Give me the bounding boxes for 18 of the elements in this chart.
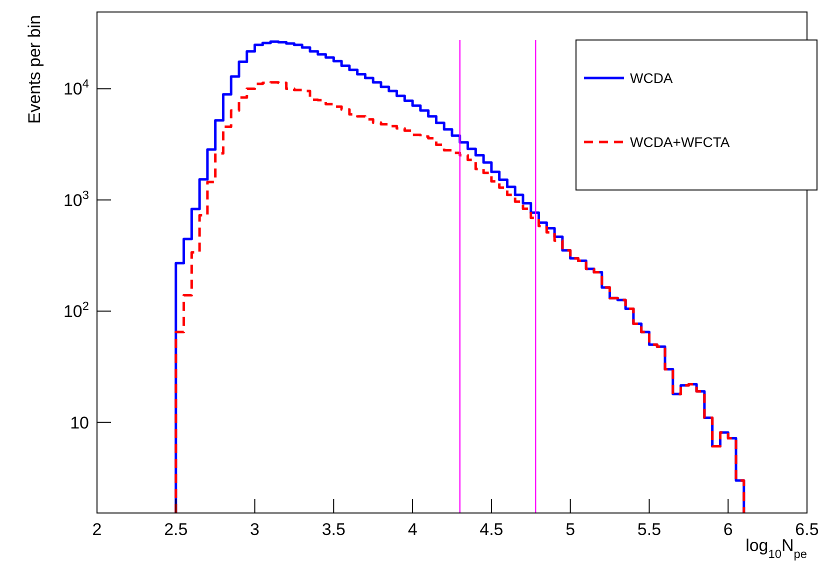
y-tick-label: 10 bbox=[70, 413, 89, 432]
x-tick-label: 3.5 bbox=[322, 520, 346, 539]
x-tick-label: 5.5 bbox=[637, 520, 662, 539]
x-tick-label: 4 bbox=[408, 520, 418, 539]
x-tick-label: 6 bbox=[723, 520, 733, 539]
legend-label: WCDA+WFCTA bbox=[630, 134, 730, 150]
legend-label: WCDA bbox=[630, 70, 674, 86]
x-axis-title: log$_{10}$N$_{pe}$ bbox=[746, 536, 808, 561]
x-tick-label: 3 bbox=[250, 520, 260, 539]
x-tick-label: 4.5 bbox=[480, 520, 504, 539]
x-tick-label: 2.5 bbox=[164, 520, 188, 539]
x-tick-label: 2 bbox=[92, 520, 102, 539]
y-axis-title: Events per bin bbox=[25, 15, 44, 124]
y-tick-label: 10$^{2}$ bbox=[63, 299, 90, 322]
x-tick-label: 5 bbox=[566, 520, 576, 539]
y-tick-label: 10$^{3}$ bbox=[63, 188, 90, 210]
x-tick-label: 6.5 bbox=[795, 520, 819, 539]
y-tick-label: 10$^{4}$ bbox=[63, 76, 90, 99]
